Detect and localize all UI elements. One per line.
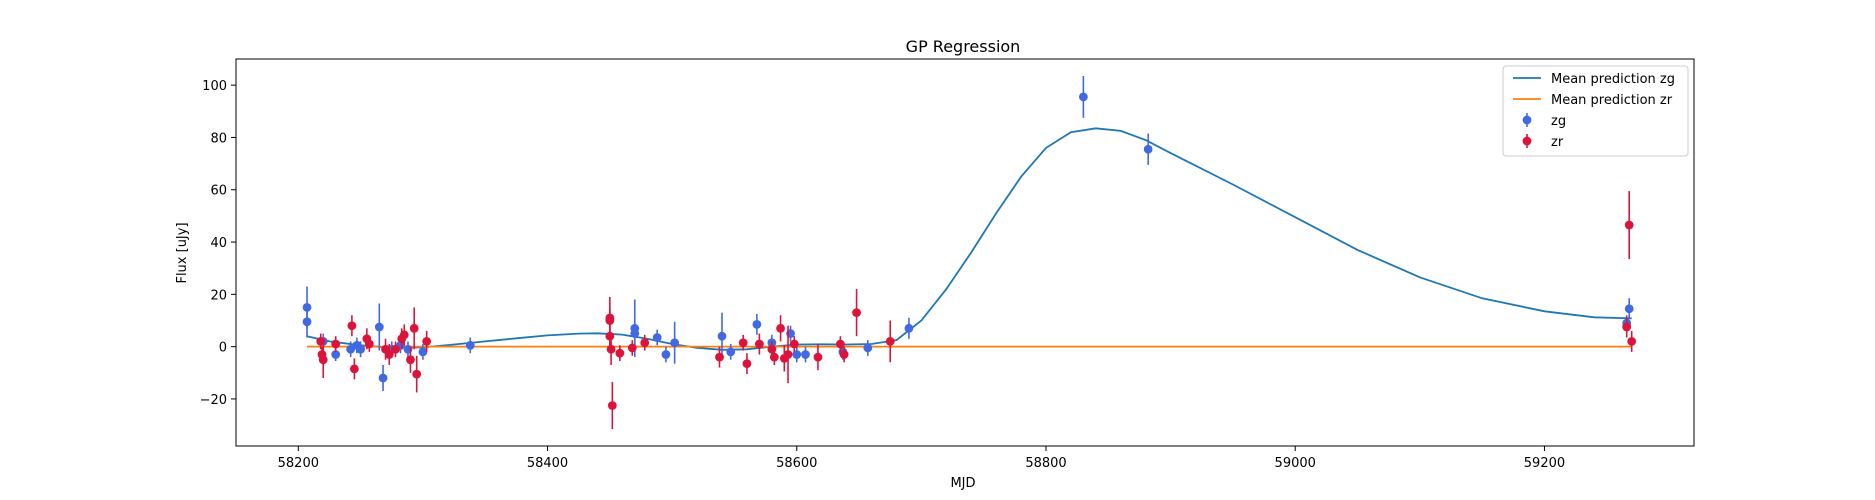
legend-box: [1502, 65, 1689, 157]
data-point-zr: [399, 330, 409, 340]
series-zg: [302, 75, 1634, 392]
data-point-zr: [347, 321, 357, 331]
y-tick-label: 100: [202, 79, 227, 94]
data-point-zr: [1622, 322, 1632, 332]
data-point-zg: [630, 329, 640, 338]
x-tick-label: 58200: [278, 456, 319, 471]
y-tick-label: 60: [210, 184, 227, 199]
legend-marker-zr: [1522, 136, 1532, 146]
legend-label-mean-prediction-zr: Mean prediction zr: [1551, 93, 1673, 108]
data-point-zr: [364, 339, 374, 349]
y-tick-label: 80: [210, 131, 227, 146]
data-point-zr: [852, 308, 861, 318]
data-point-zg: [863, 343, 873, 353]
legend: Mean prediction zg Mean prediction zr zg zr: [1502, 65, 1689, 157]
data-point-zr: [409, 323, 419, 333]
data-point-zr: [813, 352, 823, 362]
x-axis-label: MJD: [950, 476, 975, 491]
data-point-zg: [1078, 92, 1088, 102]
data-point-zr: [605, 316, 615, 325]
series-line-mean-prediction-zg: [306, 127, 1632, 351]
data-point-zr: [412, 369, 422, 379]
data-point-zr: [606, 344, 616, 354]
y-axis-label: Flux [uJy]: [175, 222, 190, 283]
data-point-zg: [904, 323, 914, 333]
legend-label-zg: zg: [1551, 114, 1566, 129]
plot-frame: [235, 58, 1695, 447]
data-point-zr: [783, 350, 793, 359]
data-point-zr: [1624, 220, 1634, 230]
data-point-zr: [640, 338, 650, 348]
data-point-zr: [789, 339, 799, 349]
legend-label-mean-prediction-zg: Mean prediction zg: [1551, 72, 1675, 87]
data-point-zg: [726, 347, 736, 357]
data-point-zg: [801, 350, 810, 359]
data-point-zr: [742, 359, 752, 369]
chart-title: GP Regression: [906, 37, 1021, 56]
data-point-zr: [754, 339, 764, 349]
data-point-zg: [465, 340, 475, 350]
data-point-zg: [1143, 144, 1153, 154]
data-point-zr: [607, 401, 617, 410]
data-point-zg: [717, 331, 727, 341]
data-point-zg: [661, 350, 671, 359]
data-point-zr: [318, 355, 328, 365]
x-tick-label: 59200: [1524, 456, 1565, 471]
data-point-zg: [302, 317, 312, 327]
data-point-zr: [384, 350, 394, 359]
y-tick-label: 0: [219, 341, 227, 356]
data-point-zr: [885, 337, 895, 346]
data-point-zr: [715, 352, 724, 362]
x-tick-label: 58600: [776, 456, 817, 471]
data-point-zr: [839, 350, 849, 359]
legend-label-zr: zr: [1551, 135, 1564, 150]
data-point-zg: [652, 333, 662, 342]
x-tick-label: 59000: [1275, 456, 1316, 471]
data-point-zg: [356, 344, 366, 354]
plot-area: [302, 75, 1637, 430]
data-point-zg: [792, 350, 802, 359]
data-point-zr: [627, 343, 637, 353]
data-point-zg: [670, 338, 680, 348]
data-point-zr: [331, 339, 341, 349]
data-point-zg: [752, 320, 762, 329]
data-point-zr: [349, 364, 359, 374]
data-point-zr: [835, 339, 845, 349]
data-point-zr: [769, 352, 779, 362]
y-tick-label: 40: [210, 236, 227, 251]
axes: 58200 58400 58600 58800 59000 59200 −20 0 20 40 60…: [200, 79, 1566, 471]
data-point-zr: [615, 348, 625, 358]
x-tick-label: 58400: [527, 456, 568, 471]
legend-marker-zg: [1522, 115, 1532, 125]
series-zr: [316, 191, 1637, 430]
data-point-zr: [776, 323, 785, 333]
data-point-zg: [374, 322, 384, 332]
data-point-zr: [1627, 337, 1637, 346]
data-point-zr: [422, 337, 432, 346]
y-tick-label: −20: [200, 393, 227, 408]
data-point-zr: [605, 331, 615, 341]
data-point-zg: [378, 373, 388, 383]
data-point-zg: [1624, 304, 1634, 314]
data-point-zg: [331, 350, 341, 359]
y-tick-label: 20: [210, 288, 227, 303]
data-point-zr: [738, 338, 748, 348]
x-tick-label: 58800: [1025, 456, 1066, 471]
data-point-zr: [406, 355, 415, 365]
data-point-zg: [418, 347, 428, 357]
data-point-zr: [391, 344, 400, 354]
